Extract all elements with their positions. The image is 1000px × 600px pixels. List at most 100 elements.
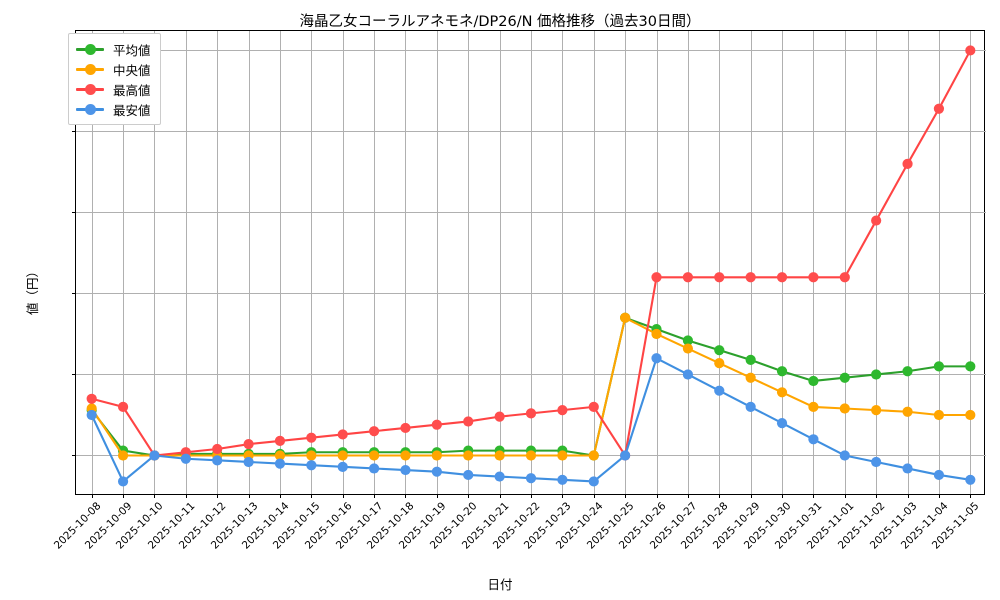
x-tick-mark xyxy=(217,494,219,498)
x-tick-mark xyxy=(405,494,407,498)
data-point xyxy=(431,419,442,430)
data-point xyxy=(682,369,694,380)
gridline-vertical xyxy=(279,31,281,496)
data-point xyxy=(620,450,631,461)
x-tick-mark xyxy=(750,494,752,498)
data-point xyxy=(525,408,537,419)
data-point xyxy=(212,455,223,466)
data-point xyxy=(871,369,882,380)
data-point xyxy=(306,450,317,461)
data-point xyxy=(557,450,568,461)
data-point xyxy=(808,434,819,445)
data-point xyxy=(117,450,129,461)
data-point xyxy=(714,385,725,396)
legend-label: 最高値 xyxy=(113,82,151,98)
data-point xyxy=(306,460,317,471)
legend-item-3[interactable]: 最高値 xyxy=(76,79,151,99)
x-tick-mark xyxy=(970,494,972,498)
x-tick-mark xyxy=(154,494,156,498)
data-point xyxy=(337,450,348,461)
x-tick-mark xyxy=(185,494,187,498)
data-point xyxy=(776,387,788,398)
data-point xyxy=(494,450,505,461)
data-point xyxy=(682,335,694,346)
data-point xyxy=(808,401,819,412)
y-tick-mark xyxy=(72,131,76,133)
data-point xyxy=(965,409,976,421)
data-point xyxy=(86,393,97,404)
series-line xyxy=(90,49,972,457)
x-tick-mark xyxy=(907,494,909,498)
x-tick-mark xyxy=(499,494,501,498)
data-point xyxy=(651,328,662,340)
y-tick-mark xyxy=(72,212,76,214)
x-tick-mark xyxy=(782,494,784,498)
data-point xyxy=(463,416,474,427)
x-tick-mark xyxy=(279,494,281,498)
series-line xyxy=(90,357,972,483)
data-point xyxy=(714,358,725,369)
data-point xyxy=(400,422,411,434)
data-point xyxy=(117,401,129,412)
gridline-vertical xyxy=(970,31,972,496)
data-point xyxy=(494,411,505,422)
x-tick-mark xyxy=(687,494,689,498)
legend-marker-icon xyxy=(76,42,104,56)
data-point xyxy=(808,272,819,283)
gridline-vertical xyxy=(719,31,721,496)
x-tick-mark xyxy=(468,494,470,498)
gridline-vertical xyxy=(123,31,125,496)
gridline-vertical xyxy=(782,31,784,496)
legend-item-4[interactable]: 最安値 xyxy=(76,99,151,119)
data-point xyxy=(494,471,505,482)
data-point xyxy=(714,345,725,356)
data-point xyxy=(933,409,945,421)
chart-legend: 平均値 中央値最高値 最安値 xyxy=(68,33,161,125)
grid-layer xyxy=(76,31,986,496)
data-point xyxy=(306,432,317,443)
gridline-vertical xyxy=(374,31,376,496)
x-tick-mark xyxy=(342,494,344,498)
data-point xyxy=(776,272,788,283)
data-point xyxy=(274,435,286,447)
data-point xyxy=(776,417,788,429)
data-point xyxy=(588,476,599,487)
gridline-vertical xyxy=(907,31,909,496)
gridline-vertical xyxy=(217,31,219,496)
data-point xyxy=(651,353,662,364)
data-point xyxy=(274,458,286,469)
data-point xyxy=(274,450,286,461)
x-tick-mark xyxy=(311,494,313,498)
x-tick-mark xyxy=(813,494,815,498)
data-point xyxy=(180,453,191,464)
legend-marker-icon xyxy=(76,62,104,76)
x-tick-mark xyxy=(91,494,93,498)
x-tick-mark xyxy=(374,494,376,498)
gridline-vertical xyxy=(844,31,846,496)
y-tick-mark xyxy=(72,293,76,295)
data-point xyxy=(337,429,348,440)
data-point xyxy=(431,450,442,461)
legend-item-1[interactable]: 平均値 xyxy=(76,39,151,59)
y-tick-mark xyxy=(72,374,76,376)
data-point xyxy=(745,354,756,365)
data-point xyxy=(714,272,725,283)
legend-label: 平均値 xyxy=(113,42,151,58)
series-layer xyxy=(86,45,976,487)
data-point xyxy=(745,272,756,283)
gridline-vertical xyxy=(938,31,940,496)
data-point xyxy=(400,464,411,476)
data-point xyxy=(839,403,850,414)
data-point xyxy=(745,372,756,383)
gridline-vertical xyxy=(499,31,501,496)
data-point xyxy=(369,463,380,474)
legend-item-2[interactable]: 中央値 xyxy=(76,59,151,79)
chart-title: 海晶乙女コーラルアネモネ/DP26/N 価格推移（過去30日間） xyxy=(299,14,701,30)
gridline-vertical xyxy=(436,31,438,496)
data-point xyxy=(965,45,976,56)
data-point xyxy=(369,450,380,461)
legend-marker-icon xyxy=(76,102,104,116)
data-point xyxy=(871,456,882,468)
data-point xyxy=(525,473,537,484)
gridline-vertical xyxy=(562,31,564,496)
